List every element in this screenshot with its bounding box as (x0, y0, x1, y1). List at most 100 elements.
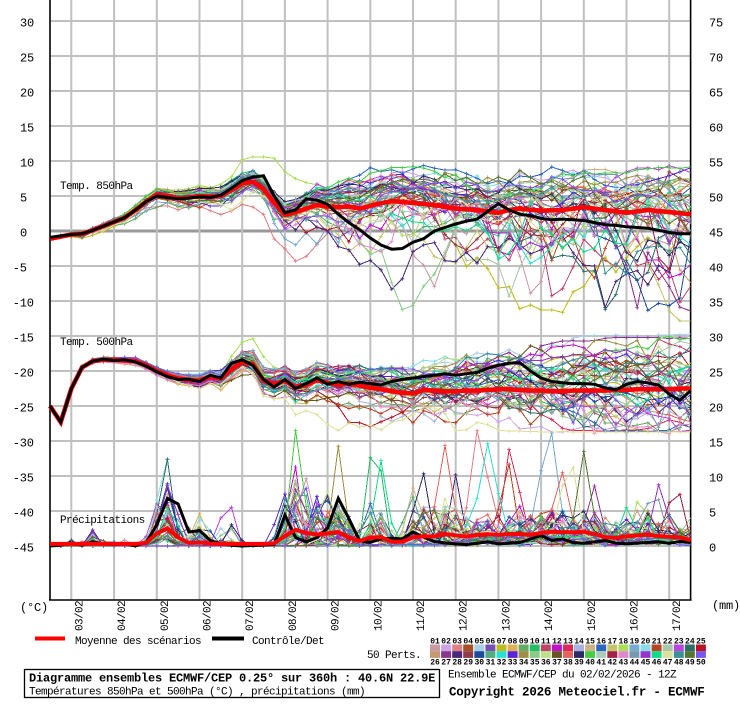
svg-text:27: 27 (441, 659, 451, 668)
svg-text:45: 45 (641, 659, 651, 668)
svg-text:03/02: 03/02 (74, 601, 86, 631)
svg-text:24: 24 (685, 638, 695, 647)
svg-text:-25: -25 (13, 401, 34, 415)
svg-text:49: 49 (685, 659, 695, 668)
svg-text:09/02: 09/02 (331, 601, 343, 631)
svg-text:-20: -20 (13, 366, 34, 380)
svg-text:70: 70 (709, 51, 723, 65)
svg-text:29: 29 (463, 659, 473, 668)
svg-text:17/02: 17/02 (672, 601, 684, 631)
svg-text:0: 0 (20, 226, 27, 240)
svg-text:28: 28 (452, 659, 462, 668)
svg-text:06: 06 (486, 638, 496, 647)
svg-text:Copyright 2026 Meteociel.fr -: Copyright 2026 Meteociel.fr - ECMWF (449, 686, 705, 700)
svg-text:07/02: 07/02 (245, 601, 257, 631)
svg-text:15/02: 15/02 (587, 601, 599, 631)
svg-text:15: 15 (585, 638, 595, 647)
svg-text:35: 35 (530, 659, 540, 668)
svg-text:10: 10 (20, 156, 34, 170)
svg-text:09: 09 (519, 638, 529, 647)
svg-text:10: 10 (709, 471, 723, 485)
svg-text:-10: -10 (13, 296, 34, 310)
svg-text:15: 15 (20, 121, 34, 135)
svg-text:75: 75 (709, 16, 723, 30)
svg-text:10/02: 10/02 (373, 601, 385, 631)
svg-text:-30: -30 (13, 436, 34, 450)
svg-text:10: 10 (530, 638, 540, 647)
svg-text:46: 46 (652, 659, 662, 668)
svg-text:25: 25 (696, 638, 706, 647)
svg-text:25: 25 (709, 366, 723, 380)
svg-text:13/02: 13/02 (501, 601, 513, 631)
svg-text:33: 33 (508, 659, 518, 668)
svg-text:20: 20 (20, 86, 34, 100)
svg-text:45: 45 (709, 226, 723, 240)
svg-text:14/02: 14/02 (544, 601, 556, 631)
svg-text:25: 25 (20, 51, 34, 65)
svg-text:Contrôle/Det: Contrôle/Det (252, 636, 324, 648)
svg-text:05: 05 (475, 638, 485, 647)
svg-text:30: 30 (20, 16, 34, 30)
svg-text:50 Perts.: 50 Perts. (367, 650, 421, 662)
svg-text:50: 50 (696, 659, 706, 668)
svg-text:5: 5 (20, 191, 27, 205)
svg-text:04: 04 (463, 638, 473, 647)
svg-text:16: 16 (596, 638, 606, 647)
svg-text:44: 44 (630, 659, 640, 668)
svg-text:23: 23 (674, 638, 684, 647)
svg-text:16/02: 16/02 (630, 601, 642, 631)
svg-text:-45: -45 (13, 541, 34, 555)
svg-text:14: 14 (574, 638, 584, 647)
svg-text:40: 40 (585, 659, 595, 668)
svg-text:39: 39 (574, 659, 584, 668)
svg-text:02: 02 (441, 638, 451, 647)
svg-text:36: 36 (541, 659, 551, 668)
svg-text:12: 12 (552, 638, 562, 647)
svg-text:48: 48 (674, 659, 684, 668)
svg-text:42: 42 (607, 659, 617, 668)
svg-text:06/02: 06/02 (203, 601, 215, 631)
svg-text:(°C): (°C) (20, 601, 48, 615)
svg-text:5: 5 (709, 506, 716, 520)
svg-text:-5: -5 (13, 261, 27, 275)
svg-text:20: 20 (641, 638, 651, 647)
svg-text:-40: -40 (13, 506, 34, 520)
svg-text:11: 11 (541, 638, 551, 647)
svg-text:17: 17 (607, 638, 617, 647)
svg-text:47: 47 (663, 659, 673, 668)
svg-text:31: 31 (486, 659, 496, 668)
svg-text:15: 15 (709, 436, 723, 450)
svg-text:37: 37 (552, 659, 562, 668)
svg-text:(mm): (mm) (712, 599, 740, 613)
svg-text:12/02: 12/02 (459, 601, 471, 631)
svg-text:08/02: 08/02 (288, 601, 300, 631)
svg-text:04/02: 04/02 (117, 601, 129, 631)
svg-text:Temp. 850hPa: Temp. 850hPa (60, 181, 134, 193)
svg-text:Temp. 500hPa: Temp. 500hPa (60, 337, 134, 349)
svg-text:41: 41 (596, 659, 606, 668)
svg-text:Températures 850hPa et 500hPa: Températures 850hPa et 500hPa (°C) , pré… (29, 687, 365, 699)
svg-text:-35: -35 (13, 471, 34, 485)
svg-text:07: 07 (497, 638, 507, 647)
svg-text:40: 40 (709, 261, 723, 275)
svg-text:-15: -15 (13, 331, 34, 345)
svg-text:Ensemble ECMWF/CEP du 02/02/20: Ensemble ECMWF/CEP du 02/02/2026 - 12Z (448, 670, 677, 682)
svg-text:Diagramme ensembles ECMWF/CEP: Diagramme ensembles ECMWF/CEP 0.25° sur … (29, 672, 435, 686)
svg-text:50: 50 (709, 191, 723, 205)
svg-text:32: 32 (497, 659, 507, 668)
svg-text:13: 13 (563, 638, 573, 647)
svg-text:Précipitations: Précipitations (60, 515, 145, 527)
svg-text:Moyenne des scénarios: Moyenne des scénarios (75, 636, 201, 648)
svg-text:26: 26 (430, 659, 440, 668)
svg-text:0: 0 (709, 541, 716, 555)
svg-text:30: 30 (709, 331, 723, 345)
svg-text:38: 38 (563, 659, 573, 668)
svg-text:21: 21 (652, 638, 662, 647)
svg-text:05/02: 05/02 (160, 601, 172, 631)
svg-text:34: 34 (519, 659, 529, 668)
svg-text:18: 18 (619, 638, 629, 647)
svg-text:43: 43 (619, 659, 629, 668)
svg-text:11/02: 11/02 (416, 601, 428, 631)
svg-text:01: 01 (430, 638, 440, 647)
svg-text:03: 03 (452, 638, 462, 647)
